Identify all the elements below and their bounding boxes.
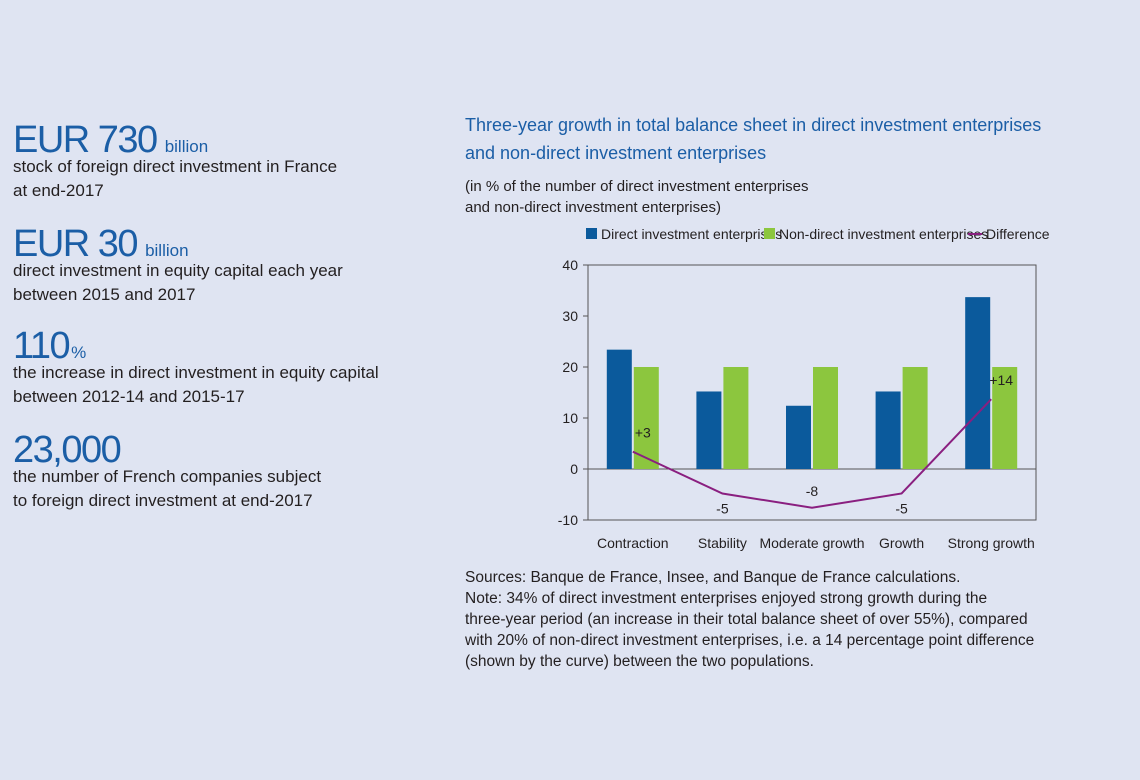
chart-subtitle: and non-direct investment enterprises) (465, 199, 721, 216)
legend-label: Non-direct investment enterprises (779, 226, 988, 242)
key-figure-unit: billion (165, 137, 208, 156)
data-label: -8 (806, 483, 819, 499)
bar (813, 367, 838, 469)
key-figure-description: stock of foreign direct investment in Fr… (13, 157, 337, 176)
note: (shown by the curve) between the two pop… (465, 653, 814, 670)
chart-title: Three-year growth in total balance sheet… (465, 115, 1041, 135)
key-figure-description: the number of French companies subject (13, 467, 321, 486)
y-tick-label: 10 (562, 410, 578, 426)
x-tick-label: Growth (879, 535, 924, 551)
y-tick-label: 0 (570, 461, 578, 477)
line (632, 398, 992, 509)
data-label: -5 (895, 500, 908, 516)
plot-frame (587, 264, 1037, 521)
key-figure-unit: billion (145, 241, 188, 260)
x-tick-label: Strong growth (948, 535, 1035, 551)
y-tick-label: 20 (562, 359, 578, 375)
legend-swatch (764, 228, 775, 239)
key-figure-description: to foreign direct investment at end-2017 (13, 491, 313, 510)
key-figure-unit: % (71, 343, 86, 362)
key-figure: 23,000 (13, 429, 121, 471)
bar (606, 349, 632, 469)
bar (875, 391, 901, 469)
note: three-year period (an increase in their … (465, 611, 1028, 628)
note: Sources: Banque de France, Insee, and Ba… (465, 569, 960, 586)
legend-label: Difference (986, 226, 1050, 242)
key-figure: EUR 30 (13, 223, 137, 265)
legend-swatch (586, 228, 597, 239)
key-figure-description: between 2012-14 and 2015-17 (13, 387, 245, 406)
bar (992, 367, 1018, 469)
chart-title: and non-direct investment enterprises (465, 143, 766, 163)
bar (965, 297, 991, 469)
data-label: -5 (716, 500, 729, 516)
legend-label: Direct investment enterprises (601, 226, 782, 242)
bar (723, 367, 749, 469)
bar (633, 367, 659, 469)
key-figure-description: between 2015 and 2017 (13, 285, 195, 304)
key-figure-description: the increase in direct investment in equ… (13, 363, 379, 382)
y-tick-label: 30 (562, 308, 578, 324)
bar (786, 405, 811, 469)
key-figure: EUR 730 (13, 119, 157, 161)
x-tick-label: Contraction (597, 535, 669, 551)
note: Note: 34% of direct investment enterpris… (465, 590, 987, 607)
chart-subtitle: (in % of the number of direct investment… (465, 178, 809, 195)
y-tick-label: 40 (562, 257, 578, 273)
data-label: +3 (635, 425, 651, 441)
x-tick-label: Moderate growth (759, 535, 864, 551)
x-tick-label: Stability (698, 535, 747, 551)
bar (902, 367, 928, 469)
y-tick-label: -10 (558, 512, 578, 528)
data-label: +14 (989, 372, 1013, 388)
note: with 20% of non-direct investment enterp… (464, 632, 1034, 649)
key-figure-description: direct investment in equity capital each… (13, 261, 343, 280)
key-figure-description: at end-2017 (13, 181, 104, 200)
bar (696, 391, 722, 469)
key-figure: 110 (13, 325, 69, 367)
